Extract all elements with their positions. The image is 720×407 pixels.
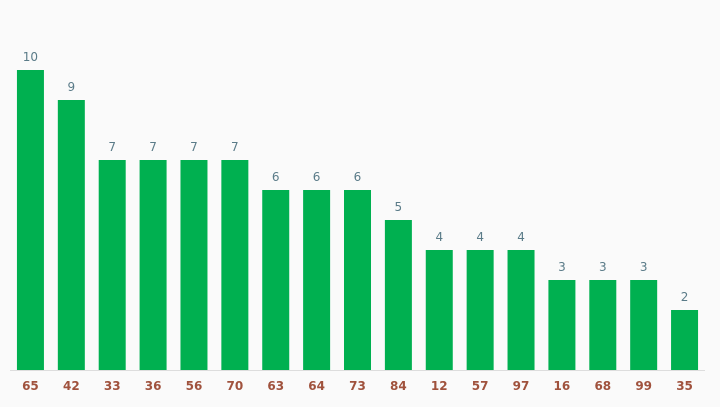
bar-73 (344, 190, 371, 370)
value-label-36: 7 (149, 140, 157, 154)
category-labels-group: 65 42 33 36 56 70 63 64 73 84 12 57 97 16 68 99 35 (22, 379, 693, 393)
value-label-63: 6 (272, 170, 280, 184)
bar-63 (262, 190, 290, 370)
category-label-84: 84 (390, 379, 407, 393)
value-labels-group: 10 9 7 7 7 7 6 6 6 5 4 4 4 3 3 3 2 (23, 50, 689, 304)
bar-56 (180, 160, 208, 370)
bar-99 (630, 280, 658, 370)
bar-65 (16, 70, 44, 370)
category-label-12: 12 (431, 379, 448, 393)
category-label-35: 35 (676, 379, 693, 393)
value-label-57: 4 (476, 230, 484, 244)
value-label-73: 6 (354, 170, 362, 184)
category-label-65: 65 (22, 379, 39, 393)
category-label-57: 57 (472, 379, 489, 393)
value-label-68: 3 (599, 260, 607, 274)
category-label-70: 70 (227, 379, 244, 393)
value-label-12: 4 (435, 230, 443, 244)
value-label-35: 2 (681, 290, 689, 304)
category-label-68: 68 (594, 379, 611, 393)
value-label-65: 10 (23, 50, 38, 64)
bar-33 (98, 160, 126, 370)
value-label-16: 3 (558, 260, 566, 274)
category-label-99: 99 (635, 379, 652, 393)
bars-group (16, 70, 699, 370)
bar-35 (671, 310, 699, 370)
category-label-73: 73 (349, 379, 366, 393)
bar-68 (589, 280, 617, 370)
bar-16 (548, 280, 576, 370)
category-label-42: 42 (63, 379, 80, 393)
category-label-63: 63 (267, 379, 284, 393)
bar-64 (303, 190, 331, 370)
bar-42 (57, 100, 85, 370)
value-label-33: 7 (108, 140, 116, 154)
bar-97 (507, 250, 535, 370)
bar-70 (221, 160, 249, 370)
category-label-64: 64 (308, 379, 325, 393)
category-label-16: 16 (554, 379, 571, 393)
bar-12 (425, 250, 453, 370)
category-label-56: 56 (186, 379, 203, 393)
value-label-42: 9 (68, 80, 76, 94)
category-label-97: 97 (513, 379, 530, 393)
category-label-33: 33 (104, 379, 121, 393)
category-label-36: 36 (145, 379, 162, 393)
bar-57 (466, 250, 494, 370)
value-label-70: 7 (231, 140, 239, 154)
value-label-97: 4 (517, 230, 525, 244)
value-label-99: 3 (640, 260, 648, 274)
value-label-64: 6 (313, 170, 321, 184)
bar-36 (139, 160, 167, 370)
value-label-84: 5 (395, 200, 403, 214)
bar-84 (384, 220, 412, 370)
value-label-56: 7 (190, 140, 198, 154)
